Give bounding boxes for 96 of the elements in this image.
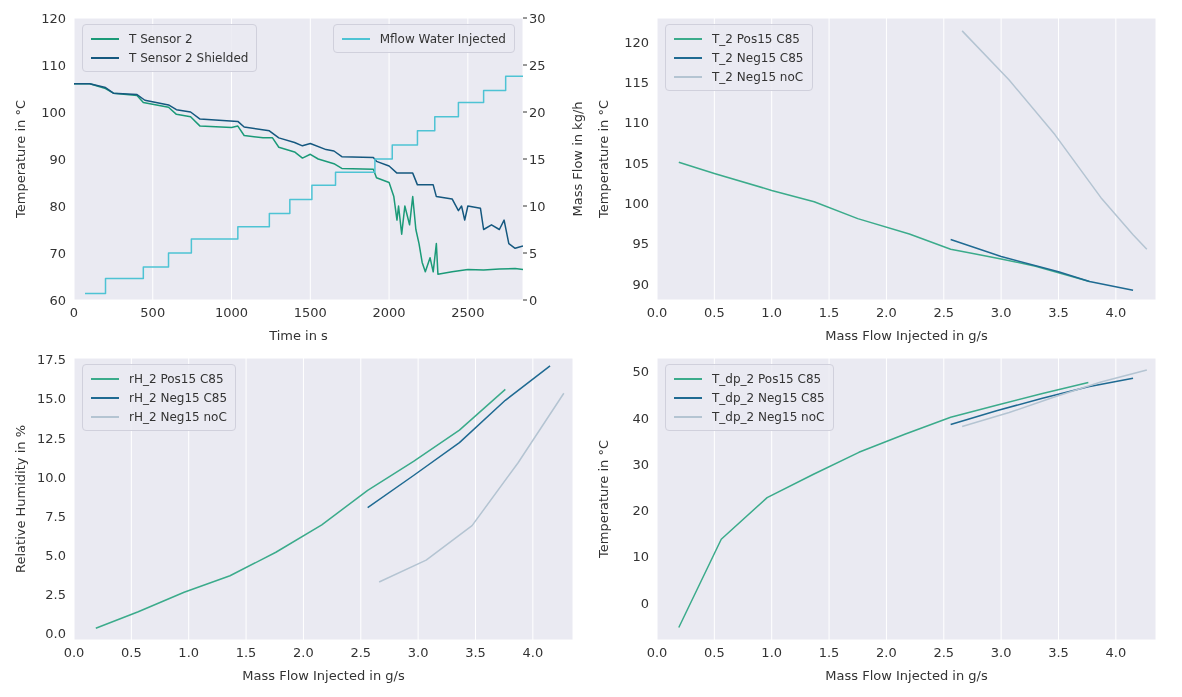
y-tick-label: 120 [41,10,66,26]
legend-label: rH_2 Neg15 C85 [129,390,228,405]
y-tick-label: 50 [632,364,649,380]
legend-label: T_dp_2 Neg15 noC [712,409,825,424]
y-tick-label: 10.0 [37,469,66,485]
x-tick-label: 2.5 [350,645,372,661]
x-tick-label: 3.5 [1048,645,1069,661]
y-tick-label: 60 [49,292,66,308]
x-tick-label: 0.0 [63,645,85,661]
y-tick-label: 2.5 [45,587,66,603]
y-tick-label: 15.0 [37,391,66,407]
y2-axis-title: Mass Flow in kg/h [569,101,585,217]
x-tick-label: 2.0 [293,645,314,661]
x-tick-label: 4.0 [522,645,544,661]
x-tick-label: 1000 [215,305,249,321]
y2-tick-label: 20 [529,104,546,120]
y-axis-title: Temperature in °C [595,99,611,220]
x-tick-label: 3.0 [990,645,1012,661]
y-tick-label: 0 [640,595,649,611]
x-tick-label: 2000 [372,305,406,321]
x-tick-label: 1.5 [818,645,840,661]
y-tick-label: 5.0 [45,548,66,564]
x-axis-title: Time in s [268,328,329,343]
x-tick-label: 3.0 [990,305,1012,321]
line-series [961,369,1148,428]
x-tick-label: 0 [69,305,79,321]
x-tick-label: 2.5 [933,645,955,661]
y2-tick-label: 0 [529,292,538,308]
x-axis-title: Mass Flow Injected in g/s [242,668,405,683]
line-series [95,388,507,629]
legend-label: T_2 Pos15 C85 [712,31,800,46]
x-tick-label: 3.5 [465,645,486,661]
x-tick-label: 1.0 [178,645,200,661]
x-tick-label: 2.0 [876,645,897,661]
y-tick-label: 115 [624,75,649,91]
y2-tick-label: 25 [529,57,546,73]
line-series [366,365,551,509]
x-tick-label: 0.5 [704,305,725,321]
y-axis-title: Temperature in °C [595,439,611,560]
y-tick-label: 90 [632,276,649,292]
y-tick-label: 20 [632,503,649,519]
y-tick-label: 100 [624,195,649,211]
x-tick-label: 3.5 [1048,305,1069,321]
line-series [949,238,1134,292]
y2-tick-label: 30 [529,10,546,26]
legend-label: T_2 Neg15 C85 [712,50,804,65]
x-tick-label: 0.0 [646,305,668,321]
x-tick-label: 500 [140,305,166,321]
y-tick-label: 90 [49,151,66,167]
legend-label: T Sensor 2 Shielded [129,50,249,65]
x-tick-label: 1500 [293,305,327,321]
x-tick-label: 1.0 [761,305,783,321]
x-tick-label: 4.0 [1105,645,1127,661]
y-tick-label: 120 [624,34,649,50]
legend-label: rH_2 Pos15 C85 [129,371,224,386]
line-series [378,392,565,583]
y2-tick-label: 5 [529,245,538,261]
y-tick-label: 80 [49,198,66,214]
y-tick-label: 30 [632,456,649,472]
x-tick-label: 1.5 [818,305,840,321]
y-tick-label: 0.0 [45,626,66,642]
legend-label: T_dp_2 Neg15 C85 [712,390,825,405]
legend-label: T Sensor 2 [129,31,193,46]
y-tick-label: 110 [624,115,649,131]
y-tick-label: 95 [632,236,649,252]
y-tick-label: 12.5 [37,430,66,446]
y-tick-label: 7.5 [45,508,66,524]
x-tick-label: 1.0 [761,645,783,661]
y-axis-title: Temperature in °C [12,99,28,220]
y2-tick-label: 10 [529,198,546,214]
legend-label: Mflow Water Injected [379,31,506,46]
y2-tick-label: 15 [529,151,546,167]
y-tick-label: 100 [41,104,66,120]
x-tick-label: 0.5 [121,645,142,661]
y-tick-label: 10 [632,549,649,565]
line-series [949,377,1134,426]
x-tick-label: 3.0 [407,645,429,661]
x-tick-label: 4.0 [1105,305,1127,321]
x-tick-label: 2.0 [876,305,897,321]
y-tick-label: 105 [624,155,649,171]
x-axis-title: Mass Flow Injected in g/s [825,328,988,343]
y-tick-label: 17.5 [37,352,66,368]
legend-label: T_dp_2 Pos15 C85 [712,371,822,386]
x-tick-label: 0.5 [704,645,725,661]
x-tick-label: 2500 [451,305,485,321]
x-axis-title: Mass Flow Injected in g/s [825,668,988,683]
x-tick-label: 2.5 [933,305,955,321]
y-tick-label: 110 [41,57,66,73]
line-series [961,30,1148,250]
y-axis-title: Relative Humidity in % [12,425,28,573]
legend-label: rH_2 Neg15 noC [129,409,227,424]
y-tick-label: 70 [49,245,66,261]
x-tick-label: 1.5 [235,645,257,661]
legend-label: T_2 Neg15 noC [712,69,804,84]
x-tick-label: 0.0 [646,645,668,661]
y-tick-label: 40 [632,410,649,426]
